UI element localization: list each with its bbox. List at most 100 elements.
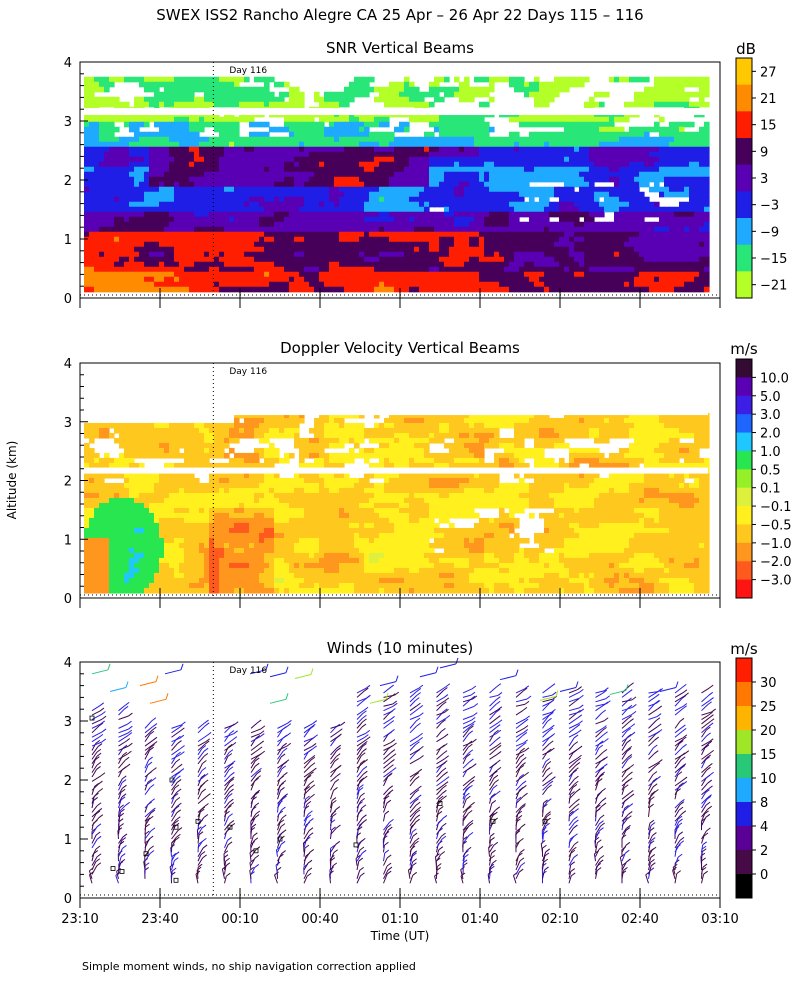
snr-cell: [614, 246, 620, 253]
snr-cell: [514, 201, 520, 208]
snr-cell: [539, 136, 545, 143]
snr-cell: [114, 251, 120, 258]
snr-cell: [504, 161, 510, 168]
snr-cell: [614, 156, 620, 163]
snr-cell: [94, 196, 100, 203]
snr-cell: [504, 261, 510, 268]
snr-cell: [679, 201, 685, 208]
snr-cell: [194, 131, 200, 138]
snr-cell: [409, 81, 415, 88]
snr-cell: [194, 176, 200, 183]
snr-cell: [549, 91, 555, 98]
snr-cell: [344, 191, 350, 198]
snr-cell: [454, 281, 460, 288]
snr-cell: [474, 166, 480, 173]
snr-cell: [159, 76, 165, 83]
snr-cell: [89, 126, 95, 133]
snr-cell: [594, 251, 600, 258]
snr-cell: [434, 256, 440, 263]
snr-cell: [439, 226, 445, 233]
snr-cell: [299, 181, 305, 188]
snr-cell: [119, 181, 125, 188]
snr-cell: [94, 241, 100, 248]
snr-cell: [234, 136, 240, 143]
snr-cell: [514, 276, 520, 283]
snr-cell: [574, 236, 580, 243]
snr-cell: [389, 276, 395, 283]
snr-cell: [299, 236, 305, 243]
snr-cell: [144, 201, 150, 208]
snr-cell: [669, 181, 675, 188]
snr-cell: [339, 171, 345, 178]
snr-cell: [229, 151, 235, 158]
snr-cell: [224, 256, 230, 263]
snr-cell: [374, 146, 380, 153]
snr-cell: [154, 131, 160, 138]
snr-cell: [469, 181, 475, 188]
snr-cell: [179, 76, 185, 83]
snr-cell: [554, 251, 560, 258]
snr-cell: [629, 141, 635, 148]
snr-cell: [339, 161, 345, 168]
snr-cell: [509, 231, 515, 238]
snr-cell: [434, 81, 440, 88]
snr-cell: [609, 221, 615, 228]
snr-cell: [229, 226, 235, 233]
snr-cell: [454, 276, 460, 283]
snr-cell: [404, 86, 410, 93]
snr-cell: [244, 136, 250, 143]
snr-cell: [594, 151, 600, 158]
snr-cell: [669, 236, 675, 243]
snr-cell: [234, 191, 240, 198]
snr-cell: [684, 251, 690, 258]
snr-cell: [674, 256, 680, 263]
snr-cell: [149, 226, 155, 233]
snr-cell: [459, 226, 465, 233]
snr-cell: [614, 136, 620, 143]
snr-cell: [199, 276, 205, 283]
snr-cell: [189, 201, 195, 208]
snr-cell: [679, 246, 685, 253]
snr-cell: [364, 156, 370, 163]
snr-cell: [614, 131, 620, 138]
snr-cell: [99, 236, 105, 243]
snr-cell: [154, 191, 160, 198]
snr-cell: [209, 176, 215, 183]
snr-cell: [514, 141, 520, 148]
colorbar-swatch: [736, 191, 752, 219]
snr-cell: [599, 206, 605, 213]
snr-cell: [319, 246, 325, 253]
snr-cell: [564, 141, 570, 148]
snr-cell: [704, 286, 710, 293]
snr-cell: [349, 156, 355, 163]
snr-cell: [679, 271, 685, 278]
snr-cell: [264, 176, 270, 183]
snr-cell: [624, 161, 630, 168]
snr-cell: [234, 231, 240, 238]
snr-cell: [329, 276, 335, 283]
snr-cell: [204, 81, 210, 88]
snr-cell: [674, 91, 680, 98]
snr-cell: [349, 216, 355, 223]
snr-cell: [554, 141, 560, 148]
snr-cell: [434, 236, 440, 243]
snr-cell: [89, 91, 95, 98]
snr-cell: [529, 206, 535, 213]
snr-cell: [279, 181, 285, 188]
snr-cell: [439, 286, 445, 293]
snr-cell: [389, 141, 395, 148]
snr-cell: [694, 266, 700, 273]
snr-cell: [114, 176, 120, 183]
snr-cell: [149, 281, 155, 288]
snr-cell: [129, 281, 135, 288]
snr-cell: [274, 186, 280, 193]
snr-cell: [89, 156, 95, 163]
snr-cell: [109, 221, 115, 228]
snr-cell: [109, 101, 115, 108]
snr-cell: [124, 281, 130, 288]
snr-cell: [464, 151, 470, 158]
snr-cell: [249, 101, 255, 108]
snr-cell: [629, 261, 635, 268]
snr-cell: [199, 141, 205, 148]
snr-cell: [114, 76, 120, 83]
